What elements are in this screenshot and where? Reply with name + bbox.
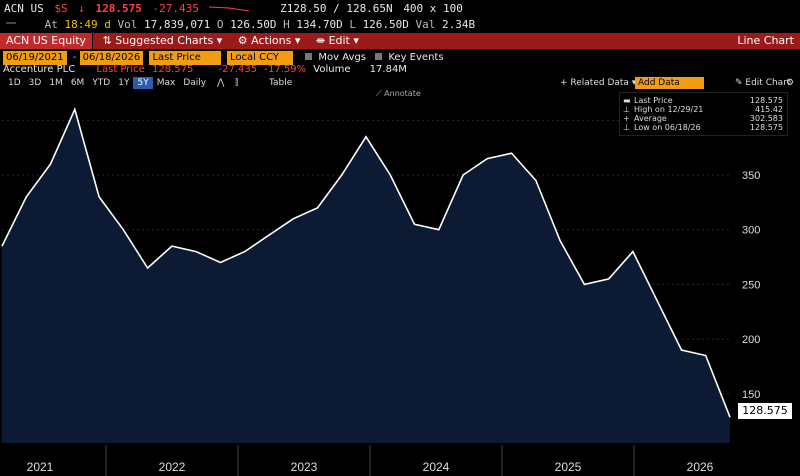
legend-label: Average [634,114,667,123]
stats-last: 128.575 [152,64,194,75]
legend-value: 128.575 [749,123,783,132]
range-button-ytd[interactable]: YTD [92,78,111,88]
x-tick-label: 2022 [159,460,186,474]
chart-icon: ⇅ [102,34,112,47]
x-tick-label: 2021 [27,460,54,474]
quote-open: 126.50D [230,18,277,31]
legend-item: ⊥ High on 12/29/21 415.42 [620,105,787,114]
security-field[interactable]: ACN US Equity [0,33,94,49]
edit-chart-button[interactable]: ✎ Edit Chart [735,78,791,88]
currency-select[interactable]: Local CCY [227,51,294,65]
chevron-down-icon: ▾ [294,34,301,47]
y-tick-label: 150 [742,389,760,401]
price-area [2,109,730,444]
quote-low: 126.50D [362,18,409,31]
quote-high: 134.70D [296,18,343,31]
legend-marker-icon: ▬ [623,96,631,105]
mov-avgs-checkbox[interactable] [305,53,313,60]
key-events-checkbox[interactable] [375,53,383,60]
stats-volume: 17.84M [369,64,407,75]
line-type-icon[interactable]: ⋀ [216,78,225,88]
range-button-6m[interactable]: 6M [70,78,85,88]
quote-value: 2.34B [442,18,476,31]
price-line [1,107,731,418]
edit-icon: ⇼ [315,34,326,47]
add-data-input[interactable]: Add Data [635,77,704,89]
end-date-input[interactable]: 06/18/2026 [79,51,144,65]
legend-marker-icon: + [623,114,630,123]
stats-change: -27.435 [218,64,258,75]
x-tick-label: 2026 [687,460,714,474]
chevron-down-icon: ▾ [353,34,359,47]
legend-item: ⊥ Low on 06/18/26 128.575 [620,123,787,132]
y-tick-label: 200 [742,334,760,346]
legend-item: + Average 302.583 [620,114,787,123]
settings-icon[interactable]: ⚙ [786,78,795,88]
bid-ask-size: 400 x 100 [403,2,463,15]
legend-label: Low on 06/18/26 [634,123,701,132]
legend-item: ▬ Last Price 128.575 [620,96,787,105]
related-data-button[interactable]: + Related Data ▾ [560,78,637,88]
function-title: Line Chart [737,34,794,47]
quote-time: 18:49 d [64,18,111,31]
legend: ▬ Last Price 128.575 ⊥ High on 12/29/21 415.4… [619,92,788,136]
range-button-1y[interactable]: 1Y [118,78,130,88]
volume-label: Volume [313,64,351,75]
suggested-charts-menu[interactable]: ⇅ Suggested Charts ▾ [102,34,223,47]
start-date-input[interactable]: 06/19/2021 [3,51,67,65]
security-name: Accenture PLC [3,64,76,75]
stats-pct: -17.59% [264,64,307,75]
legend-label: Last Price [634,96,673,105]
currency: $S [54,2,68,15]
field-select[interactable]: Last Price [149,51,221,65]
price-change: -27.435 [152,2,199,15]
legend-value: 128.575 [749,96,783,105]
x-tick-label: 2025 [555,460,582,474]
legend-value: 415.42 [755,105,783,114]
series-stats: Accenture PLC Last Price 128.575 -27.435… [0,64,800,76]
actions-menu[interactable]: ⚙ Actions ▾ [237,34,301,47]
range-button-3d[interactable]: 3D [28,78,42,88]
range-button-1d[interactable]: 1D [8,78,21,88]
y-tick-label: 350 [742,170,760,182]
annotate-button[interactable]: ⟋ Annotate [376,89,421,98]
ticker[interactable]: ACN US [4,2,44,15]
gear-icon[interactable] [4,16,38,33]
candle-icon[interactable]: ⫿ [235,78,239,88]
function-toolbar: ACN US Equity ⇅ Suggested Charts ▾ ⚙ Act… [0,33,800,49]
actions-icon: ⚙ [237,34,248,47]
edit-menu[interactable]: ⇼ Edit ▾ [315,34,359,47]
y-tick-label: 250 [742,279,760,291]
last-price-label: Last Price [96,64,145,75]
quote-bar-2: At 18:49 d Vol 17,839,071 O 126.50D H 13… [0,16,800,33]
last-price-tag: 128.575 [738,403,792,419]
chart-params: 06/19/2021 - 06/18/2026 Last Price Local… [0,51,800,65]
range-bar: 1D 3D 1M 6M YTD 1Y 5Y Max Daily ⋀ ⫿ Table + Rela… [0,77,800,89]
range-button-5y[interactable]: 5Y [133,77,153,89]
last-price: 128.575 [95,2,142,15]
legend-value: 302.583 [749,114,783,123]
x-tick-label: 2024 [423,460,450,474]
legend-label: High on 12/29/21 [634,105,704,114]
range-button-max[interactable]: Max [156,78,176,88]
range-button-1m[interactable]: 1M [49,78,63,88]
range-button-daily[interactable]: Daily [183,78,207,88]
quote-volume: 17,839,071 [143,18,211,31]
chevron-down-icon: ▾ [216,34,223,47]
down-arrow-icon: ↓ [78,2,85,15]
quote-bar: ACN US $S ↓ 128.575 -27.435 Z128.50 / 12… [0,0,800,18]
price-chart[interactable]: 150200250300350400 202120222023202420252… [0,89,800,476]
legend-marker-icon: ⊥ [623,105,630,114]
y-tick-label: 300 [742,225,760,237]
bid-ask: Z128.50 / 128.65N [280,2,393,15]
legend-marker-icon: ⊥ [623,123,630,132]
x-tick-label: 2023 [291,460,318,474]
table-button[interactable]: Table [269,78,293,88]
sparkline-icon [209,0,269,18]
